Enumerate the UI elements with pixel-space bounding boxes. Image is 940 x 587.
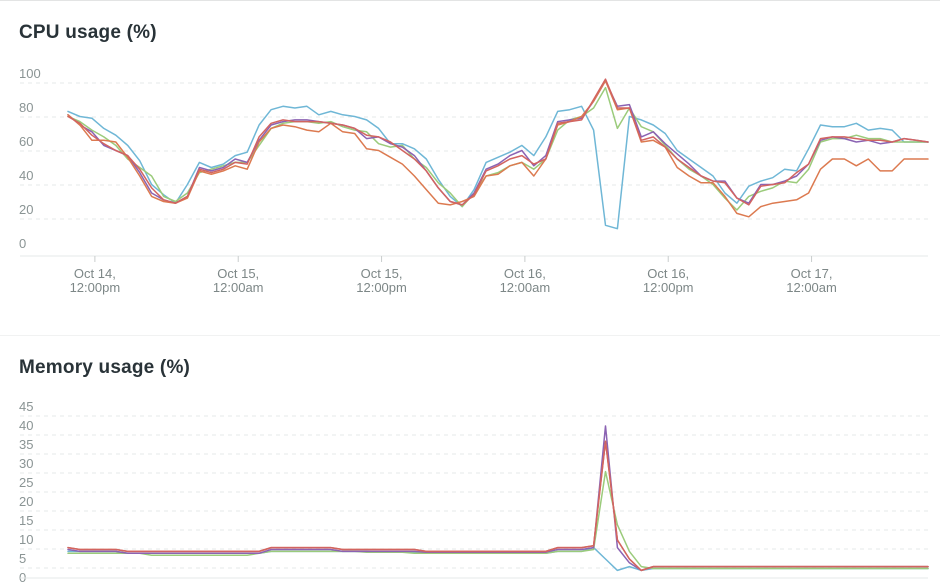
y-tick-label: 35 [19,437,33,452]
series-line-green [67,86,929,211]
series-line-purple [67,80,929,206]
memory-chart-title: Memory usage (%) [19,357,191,378]
y-tick-label: 20 [19,202,33,217]
x-tick-label: 12:00am [213,280,264,295]
x-tick-label: Oct 15, [361,266,403,281]
memory-chart-panel: Memory usage (%) 454035302520151050 [0,335,940,587]
memory-chart: 454035302520151050 [19,399,929,585]
y-tick-label: 45 [19,399,33,414]
y-tick-label: 40 [19,168,33,183]
y-tick-label: 30 [19,456,33,471]
x-tick-label: Oct 17, [791,266,833,281]
x-tick-label: 12:00pm [356,280,407,295]
x-tick-label: 12:00pm [643,280,694,295]
y-tick-label: 5 [19,551,26,566]
series-line-red [67,78,929,206]
y-tick-label: 100 [19,66,41,81]
series-line-red [67,440,929,572]
x-tick-label: Oct 15, [217,266,259,281]
x-tick-label: 12:00am [786,280,837,295]
y-tick-label: 80 [19,100,33,115]
panel-divider [0,335,940,336]
series-line-green [67,470,929,570]
cpu-chart-panel: CPU usage (%) 100 80 60 40 20 0 Oct 14, 12:00pm… [0,0,940,295]
y-tick-label: 40 [19,418,33,433]
panel-divider [0,0,940,1]
series-line-orange [67,80,929,218]
y-tick-label: 60 [19,134,33,149]
y-tick-label: 15 [19,513,33,528]
x-tick-label: Oct 16, [647,266,689,281]
cpu-chart-title: CPU usage (%) [19,22,157,43]
y-tick-label: 0 [19,236,26,251]
x-tick-label: 12:00am [500,280,551,295]
x-tick-label: Oct 16, [504,266,546,281]
y-tick-label: 25 [19,475,33,490]
x-tick-label: Oct 14, [74,266,116,281]
series-line-blue [67,105,929,230]
y-tick-label: 20 [19,494,33,509]
x-tick-label: 12:00pm [70,280,121,295]
y-tick-label: 10 [19,532,33,547]
